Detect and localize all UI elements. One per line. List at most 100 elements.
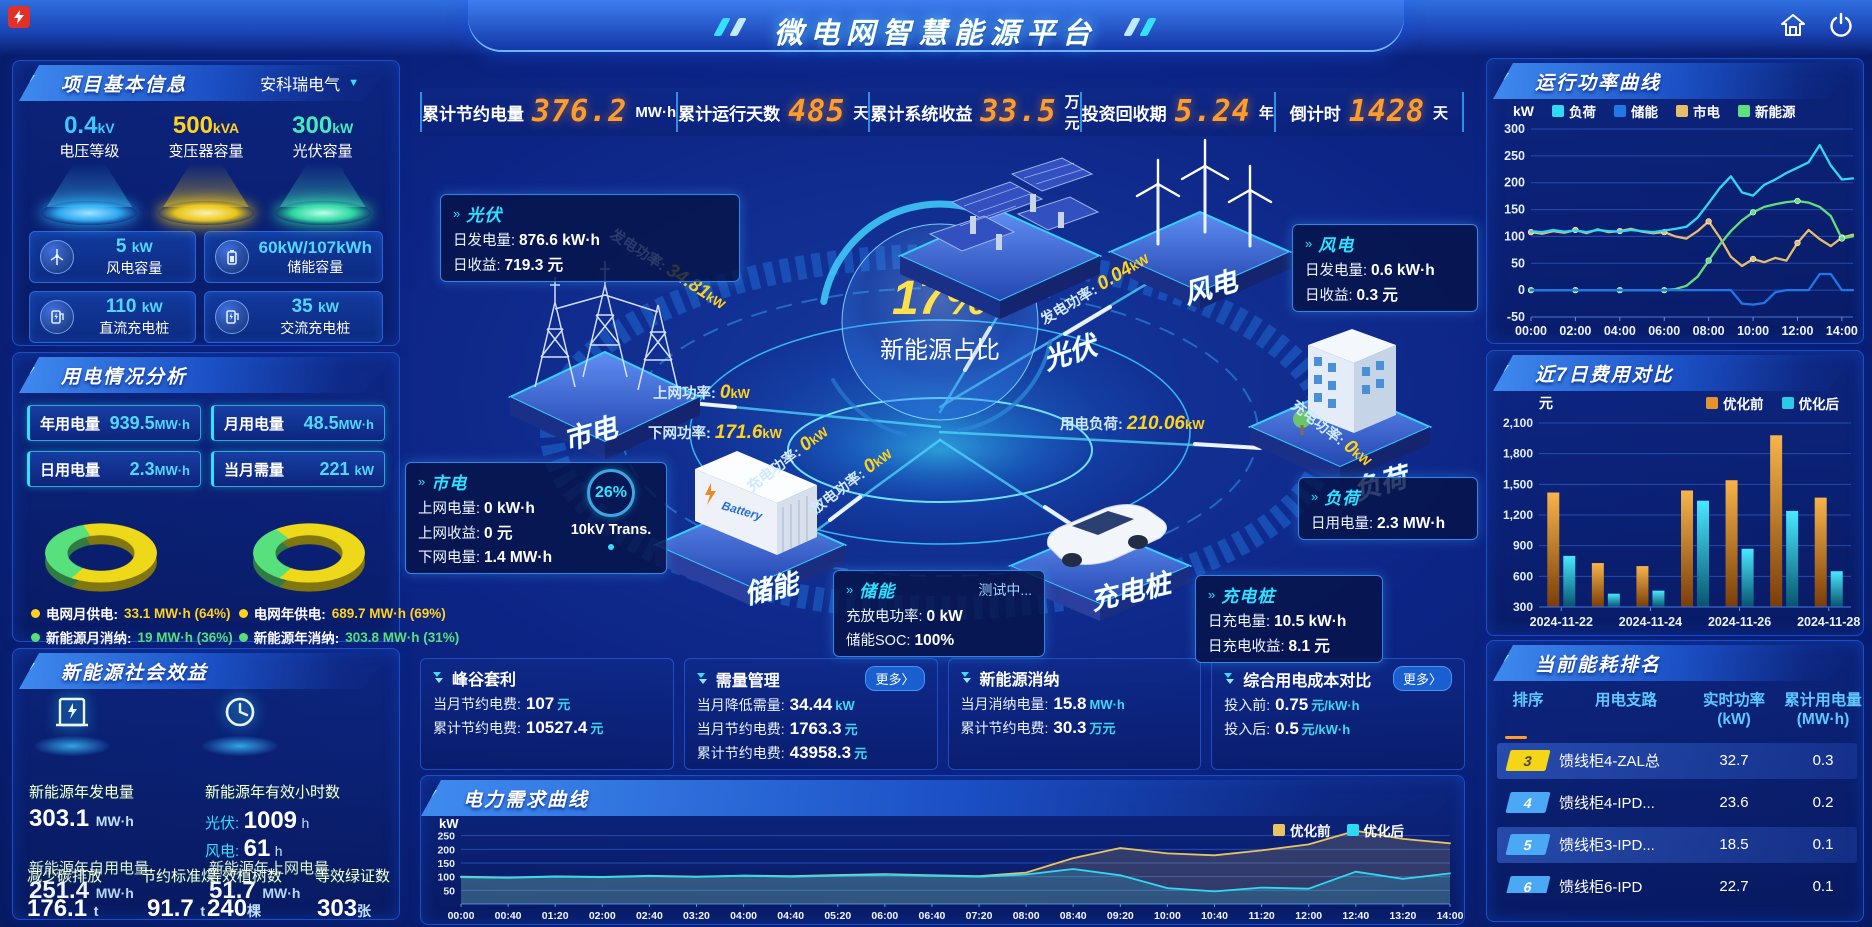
svg-text:05:20: 05:20: [824, 910, 851, 922]
panel-corner-icon: [423, 782, 443, 798]
kpi-system-income: 累计系统收益 33.5 万元: [868, 92, 1080, 132]
svg-text:10:40: 10:40: [1201, 910, 1228, 922]
solar-generation-icon: [56, 697, 88, 727]
to-grid-label: 新能源年上网电量: [209, 860, 330, 877]
panel-usage-analysis: 用电情况分析 年用电量 939.5MW·h 月用电量 48.5MW·h 日用电量 2.…: [12, 352, 459, 646]
panel-energy-ranking: 当前能耗排名 排序 用电支路 实时功率 (kW) 累计用电量 (MW·h) 3 …: [1486, 640, 1864, 922]
panel-renewable-benefit: 新能源社会效益 新能源年发电量 303.1 MW·h 新能源年有效: [12, 648, 400, 920]
coal-label: 节约标准煤: [141, 868, 217, 885]
svg-text:10:00: 10:00: [1154, 910, 1181, 922]
table-row[interactable]: 5 馈线柜3-IPD... 18.5 0.1: [1497, 826, 1857, 863]
co2-value: 176.1 t: [27, 895, 99, 920]
panel-corner-icon: [1495, 65, 1515, 81]
self-use-label: 新能源年自用电量: [29, 860, 150, 877]
svg-text:12:00: 12:00: [1295, 910, 1322, 922]
stat-wind-capacity: 5 kW 风电容量: [29, 231, 196, 284]
svg-text:02:00: 02:00: [589, 910, 616, 922]
flow-from-grid: 下网功率: 171.6kW: [648, 422, 782, 443]
svg-text:02:00: 02:00: [1559, 324, 1591, 338]
kpi-payback: 投资回收期 5.24 年: [1079, 92, 1274, 132]
metric-panels: 峰谷套利 当月节约电费: 107 元 累计节约电费: 10527.4 元 需量管理 更多〉…: [420, 658, 1465, 770]
panel-demand-mgmt: 需量管理 更多〉 当月降低需量: 34.44 kW 当月节约电费: 1763.3 元 累计…: [683, 658, 938, 770]
transformer-gauge: 26% 10kV Trans.: [568, 469, 654, 567]
hours-label: 新能源年有效小时数: [205, 784, 341, 801]
hours-pedestal: [195, 691, 285, 756]
pedestal-transformer: 500kVA 变压器容量: [148, 112, 265, 226]
page-title: 微电网智慧能源平台: [773, 18, 1098, 50]
table-row[interactable]: 3 馈线柜4-ZAL总 32.7 0.3: [1497, 742, 1857, 779]
panel-project-info: 项目基本信息 安科瑞电气 ▼ 0.4kV 电压等级 500kVA 变压器容量: [12, 60, 400, 346]
donut-month-supply: [25, 501, 175, 597]
bolt-icon: [14, 10, 24, 24]
storage-info-box: » 储能 测试中... 充放电功率: 0 kW 储能SOC: 100%: [833, 570, 1045, 657]
renewable-pct-label: 新能源占比: [880, 337, 1000, 364]
svg-text:01:20: 01:20: [542, 910, 569, 922]
svg-text:2,100: 2,100: [1503, 416, 1533, 430]
chevrons-icon: »: [1208, 587, 1215, 602]
table-row[interactable]: 6 馈线柜6-IPD 22.7 0.1: [1497, 869, 1857, 893]
ranking-header: 排序 用电支路 实时功率 (kW) 累计用电量 (MW·h): [1512, 692, 1862, 729]
pv-info-box: » 光伏 日发电量: 876.6 kW·h 日收益: 719.3 元: [440, 194, 740, 282]
panel-corner-icon: [21, 359, 41, 375]
svg-text:06:00: 06:00: [1648, 324, 1680, 338]
svg-text:250: 250: [437, 831, 455, 843]
panel-title: 新能源社会效益: [61, 662, 209, 684]
co2-label: 减少碳排放: [27, 868, 103, 885]
svg-text:900: 900: [1513, 539, 1533, 553]
stat-storage-capacity: 60kW/107kWh 储能容量: [203, 231, 383, 284]
gen-label: 新能源年发电量: [29, 784, 135, 801]
svg-text:09:20: 09:20: [1107, 910, 1134, 922]
svg-text:03:20: 03:20: [683, 910, 710, 922]
svg-text:150: 150: [437, 858, 455, 870]
panel-renewable-consume: 新能源消纳 当月消纳电量: 15.8 MW·h 累计节约电费: 30.3 万元: [947, 658, 1202, 770]
wind-hours: 风电: 61 h: [205, 835, 283, 862]
svg-text:600: 600: [1513, 569, 1533, 583]
chevrons-icon: »: [418, 474, 425, 489]
svg-text:-50: -50: [1507, 310, 1525, 324]
svg-text:06:40: 06:40: [919, 910, 946, 922]
panel-corner-icon: [696, 672, 707, 684]
rank-badge: 4: [1505, 792, 1551, 814]
panel-corner-icon: [1224, 672, 1235, 684]
donut-year-supply: [233, 501, 383, 597]
company-select[interactable]: 安科瑞电气 ▼: [260, 77, 359, 94]
more-button[interactable]: 更多〉: [865, 666, 925, 691]
home-icon[interactable]: [1780, 12, 1806, 38]
stat-day-usage: 日用电量 2.3MW·h: [27, 451, 201, 487]
demand-legend: 优化前 优化后: [1273, 820, 1404, 840]
svg-text:100: 100: [1504, 229, 1525, 243]
svg-text:08:00: 08:00: [1693, 324, 1725, 338]
legend-grid-year: 电网年供电: 689.7 MW·h (69%): [238, 603, 460, 623]
pedestal-voltage: 0.4kV 电压等级: [31, 112, 148, 226]
svg-text:00:00: 00:00: [1515, 324, 1547, 338]
more-button[interactable]: 更多〉: [1392, 666, 1452, 691]
chevron-down-icon: ▼: [348, 77, 359, 89]
chevrons-icon: »: [1311, 489, 1318, 504]
svg-text:04:40: 04:40: [777, 910, 804, 922]
storage-node: Battery: [652, 451, 848, 605]
scene-canvas: 17% 新能源占比: [507, 138, 1433, 621]
svg-text:00:00: 00:00: [448, 910, 475, 922]
svg-text:07:20: 07:20: [966, 910, 993, 922]
svg-text:50: 50: [443, 885, 455, 897]
panel-title: 当前能耗排名: [1535, 654, 1662, 676]
svg-text:300: 300: [1513, 600, 1533, 614]
svg-text:2024-11-26: 2024-11-26: [1708, 615, 1771, 629]
generation-pedestal: [27, 691, 117, 756]
svg-text:06:00: 06:00: [871, 910, 898, 922]
legend-renew-year: 新能源年消纳: 303.8 MW·h (31%): [238, 627, 459, 647]
table-row[interactable]: 4 馈线柜4-IPD... 23.6 0.2: [1497, 785, 1857, 821]
self-use-value: 251.4 MW·h: [29, 877, 134, 904]
charger-node: [1007, 504, 1193, 621]
svg-text:2024-11-24: 2024-11-24: [1619, 615, 1682, 629]
svg-text:200: 200: [437, 844, 455, 856]
svg-text:50: 50: [1511, 256, 1525, 270]
power-icon[interactable]: [1828, 12, 1854, 38]
certs-value: 303张: [317, 895, 372, 920]
panel-demand-curve: 电力需求曲线 kW 优化前 优化后 250 200 150 100 50 00:00 00:…: [420, 775, 1465, 925]
stat-month-usage: 月用电量 48.5MW·h: [211, 405, 385, 441]
svg-text:2024-11-22: 2024-11-22: [1530, 615, 1593, 629]
